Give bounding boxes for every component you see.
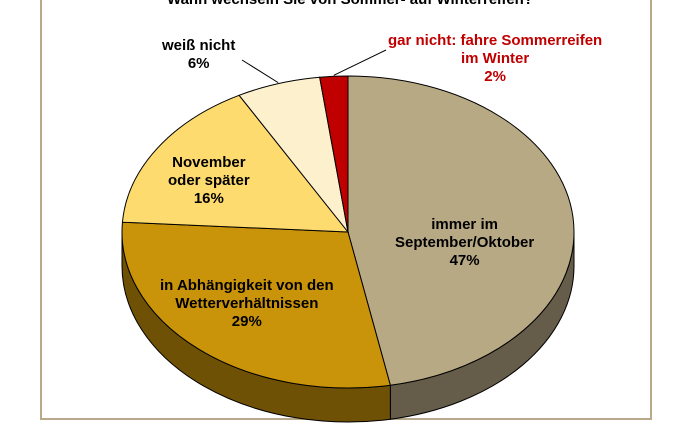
slice-percent: 47% xyxy=(449,252,480,269)
slice-percent: 16% xyxy=(193,190,224,207)
chart-title: Wann wechseln Sie von Sommer- auf Winter… xyxy=(0,0,700,8)
leader-line-4 xyxy=(333,49,387,76)
slice-label-line: im Winter xyxy=(461,50,530,67)
slice-label-gar-nicht: gar nicht: fahre Sommerreifen im Winter … xyxy=(388,32,602,86)
slice-2 xyxy=(121,94,350,233)
slice-percent: 6% xyxy=(187,55,210,72)
slice-label-weiss-nicht: weiß nicht 6% xyxy=(162,37,235,73)
slice-percent: 29% xyxy=(231,313,262,330)
leader-line-3 xyxy=(241,59,279,84)
slice-label-line: Wetterverhältnissen xyxy=(175,295,319,312)
slice-label-line: immer im xyxy=(431,216,498,233)
slice-label-wetter: in Abhängigkeit von den Wetterverhältnis… xyxy=(160,277,334,331)
slice-0 xyxy=(347,75,575,386)
slice-label-line: oder später xyxy=(168,172,250,189)
slice-percent: 2% xyxy=(484,68,506,85)
slice-label-line: September/Oktober xyxy=(395,234,535,251)
slice-label-line: gar nicht: fahre Sommerreifen xyxy=(388,32,603,49)
slice-label-november: November oder später 16% xyxy=(168,154,250,208)
slice-1 xyxy=(121,221,391,389)
slice-4 xyxy=(319,75,349,233)
slice-label-line: November xyxy=(172,154,246,171)
slice-label-line: weiß nicht xyxy=(162,37,236,54)
slice-label-september-oktober: immer im September/Oktober 47% xyxy=(395,216,534,270)
slice-label-line: in Abhängigkeit von den xyxy=(160,277,334,294)
